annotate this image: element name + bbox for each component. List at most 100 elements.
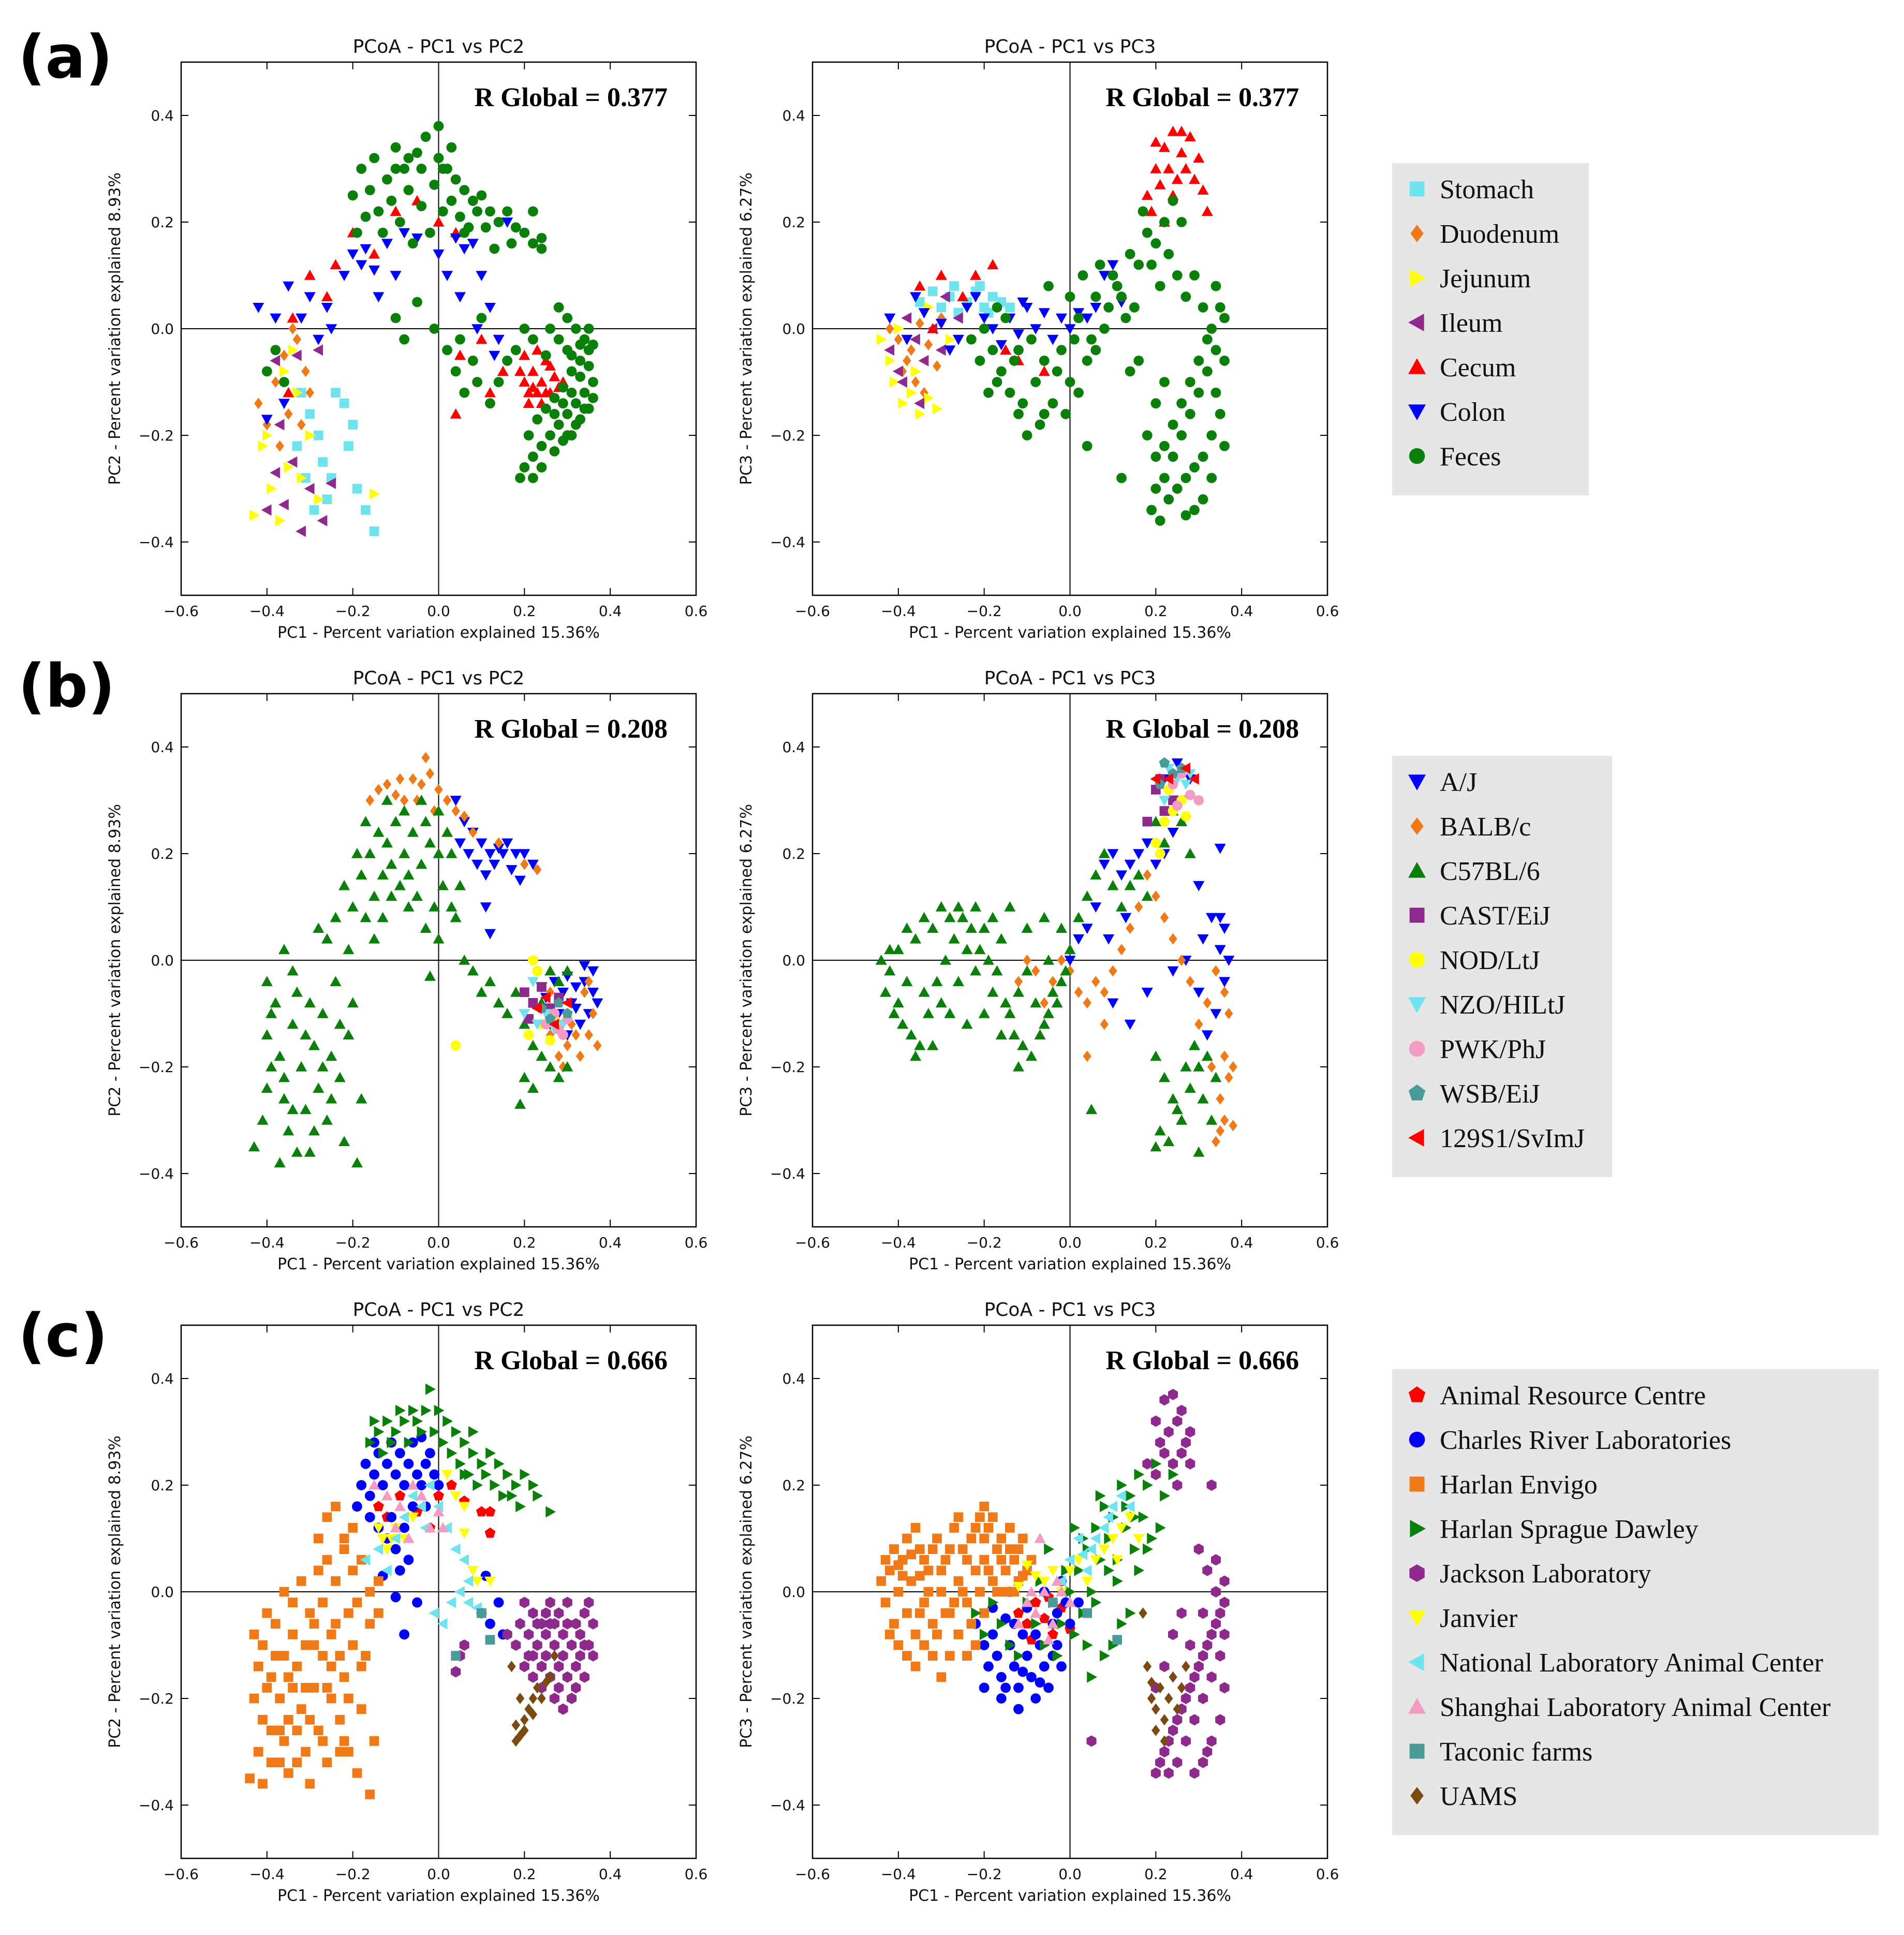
data-point	[468, 1426, 479, 1438]
data-point	[579, 1607, 589, 1619]
data-point	[326, 1630, 336, 1639]
data-point	[1210, 1072, 1222, 1082]
data-point	[1030, 377, 1041, 387]
data-point	[1182, 1661, 1190, 1673]
data-point	[309, 1640, 319, 1650]
data-point	[537, 1693, 546, 1704]
y-tick-label: −0.2	[139, 1059, 174, 1076]
data-point	[1169, 1671, 1177, 1683]
legend-label-stomach: Stomach	[1440, 175, 1534, 204]
legend-marker-balb-c	[1410, 817, 1424, 835]
data-point	[454, 838, 466, 849]
data-point	[416, 858, 427, 869]
data-point	[1031, 1618, 1042, 1630]
data-point	[1074, 986, 1083, 998]
data-point	[1134, 1469, 1145, 1480]
data-point	[979, 1629, 990, 1640]
data-point	[283, 1714, 293, 1725]
data-point	[1030, 1693, 1041, 1704]
data-point	[1146, 206, 1157, 216]
data-point	[1198, 1650, 1208, 1662]
legend-marker-jejunum	[1410, 269, 1426, 287]
data-point	[1154, 179, 1166, 189]
data-point	[1064, 944, 1076, 955]
data-point	[919, 1555, 929, 1565]
data-point	[1009, 355, 1020, 366]
data-point	[1189, 173, 1200, 184]
legend-marker-c57bl-6	[1408, 862, 1426, 878]
data-point	[1138, 1511, 1149, 1523]
data-point	[265, 1008, 277, 1018]
data-point	[562, 1596, 572, 1608]
data-point	[1163, 1136, 1175, 1146]
data-point	[1017, 1666, 1028, 1677]
data-point	[412, 1415, 423, 1427]
data-point	[348, 1640, 358, 1650]
data-point	[1103, 302, 1114, 313]
x-tick-label: 0.4	[1230, 1866, 1253, 1883]
data-point	[880, 1555, 891, 1565]
data-point	[1052, 1640, 1062, 1650]
data-point	[339, 1533, 349, 1544]
y-tick-label: −0.4	[139, 1165, 174, 1182]
data-point	[1206, 1671, 1217, 1683]
data-point	[510, 345, 521, 356]
data-point	[1172, 1479, 1183, 1491]
data-point	[524, 1629, 534, 1640]
data-point	[1098, 1522, 1109, 1534]
data-point	[1040, 997, 1049, 1009]
data-point	[334, 1072, 346, 1082]
data-point	[398, 805, 410, 816]
data-point	[566, 430, 577, 441]
data-point	[988, 1596, 999, 1608]
data-point	[1143, 1661, 1152, 1673]
data-point	[485, 1618, 495, 1629]
data-point	[1176, 147, 1188, 157]
data-point	[528, 1693, 538, 1704]
data-point	[1150, 1050, 1162, 1061]
y-tick-label: 0.2	[782, 845, 805, 862]
series-uams	[1139, 1607, 1190, 1747]
data-point	[927, 1039, 939, 1050]
data-point	[305, 1714, 315, 1725]
data-point	[1215, 1714, 1226, 1726]
data-point	[253, 303, 264, 313]
data-point	[1013, 1618, 1024, 1629]
data-point	[275, 1757, 285, 1767]
data-point	[381, 795, 393, 805]
data-point	[1117, 1479, 1127, 1491]
data-point	[374, 1426, 385, 1438]
data-point	[1150, 816, 1162, 826]
data-point	[1152, 1724, 1160, 1736]
data-point	[377, 1534, 389, 1544]
data-point	[553, 997, 565, 1008]
data-point	[971, 1607, 982, 1619]
data-point	[923, 1587, 934, 1597]
data-point	[446, 142, 457, 153]
data-point	[1021, 303, 1033, 313]
x-tick-label: −0.6	[164, 1866, 199, 1883]
data-point	[429, 1469, 440, 1480]
data-point	[326, 324, 337, 334]
data-point	[1152, 1703, 1160, 1715]
data-point	[910, 1050, 921, 1061]
data-point	[901, 334, 913, 345]
data-point	[1049, 976, 1057, 988]
data-point	[321, 1115, 333, 1125]
plot-title: PCoA - PC1 vs PC3	[984, 1299, 1156, 1321]
data-point	[1167, 828, 1179, 838]
data-point	[876, 1576, 887, 1586]
legend-label-charles-river-laboratories: Charles River Laboratories	[1440, 1426, 1731, 1455]
data-point	[296, 1061, 307, 1072]
data-point	[1090, 291, 1101, 302]
legend-marker-duodenum	[1410, 225, 1424, 242]
data-point	[463, 1596, 474, 1608]
data-point	[961, 303, 973, 313]
data-point	[1112, 281, 1123, 291]
data-point	[502, 1629, 512, 1640]
data-point	[1185, 1426, 1195, 1438]
data-point	[880, 986, 891, 997]
data-point	[446, 195, 457, 206]
data-point	[1173, 1703, 1182, 1715]
data-point	[1189, 1671, 1200, 1683]
